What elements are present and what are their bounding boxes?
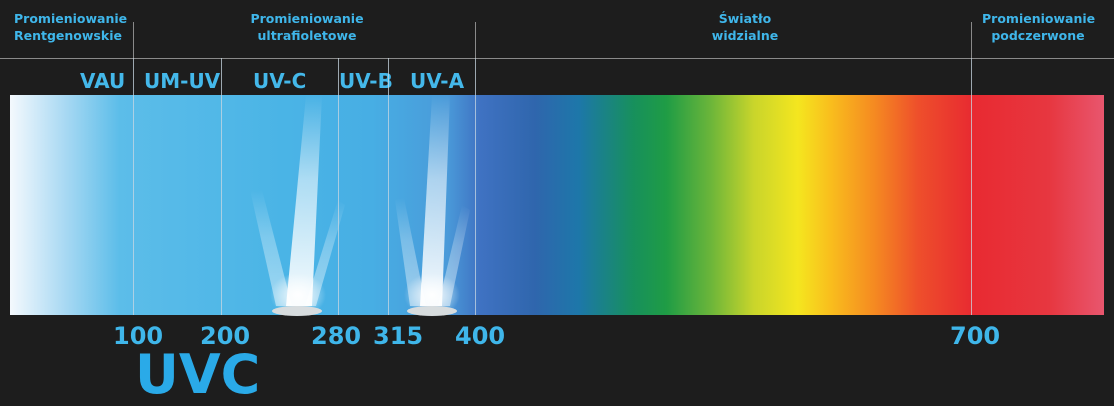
- tick-400: 400: [455, 322, 506, 350]
- wavelength-line-100: [133, 58, 134, 315]
- category-xray: Promieniowanie Rentgenowskie: [14, 10, 128, 44]
- band-uv-c: UV-C: [253, 69, 307, 93]
- category-visible-line2: widzialne: [711, 28, 779, 43]
- band-uv-b: UV-B: [339, 69, 393, 93]
- uv-lamp-icon: [250, 95, 345, 317]
- category-ultraviolet: Promieniowanie ultrafioletowe: [243, 10, 371, 44]
- wavelength-line-200: [221, 58, 222, 315]
- tick-700: 700: [950, 322, 1001, 350]
- wavelength-line-700: [971, 58, 972, 315]
- category-infrared: Promieniowanie podczerwone: [982, 10, 1096, 44]
- uvc-label: UVC: [135, 343, 261, 406]
- tick-200: 200: [200, 322, 251, 350]
- category-visible: Światło widzialne: [690, 10, 800, 44]
- tick-100: 100: [113, 322, 164, 350]
- category-ultraviolet-line2: ultrafioletowe: [257, 28, 357, 43]
- header-separator-xray-uv: [133, 22, 134, 58]
- header-separator-uv-visible: [475, 22, 476, 58]
- tick-315: 315: [373, 322, 424, 350]
- uv-lamp-icon: [395, 95, 470, 317]
- wavelength-line-315: [388, 58, 389, 315]
- category-ultraviolet-line1: Promieniowanie: [250, 11, 364, 26]
- wavelength-line-400: [475, 58, 476, 315]
- band-um-uv: UM-UV: [144, 69, 221, 93]
- spectrum-bar: [10, 95, 1104, 315]
- header-separator-visible-ir: [971, 22, 972, 58]
- category-visible-line1: Światło: [718, 11, 772, 26]
- category-xray-line1: Promieniowanie: [14, 11, 128, 26]
- wavelength-line-280: [338, 58, 339, 315]
- band-uv-a: UV-A: [410, 69, 465, 93]
- tick-280: 280: [311, 322, 362, 350]
- band-vau: VAU: [80, 69, 126, 93]
- category-xray-line2: Rentgenowskie: [14, 28, 122, 43]
- category-infrared-line1: Promieniowanie: [982, 11, 1096, 26]
- category-infrared-line2: podczerwone: [991, 28, 1085, 43]
- header-divider: [0, 58, 1114, 59]
